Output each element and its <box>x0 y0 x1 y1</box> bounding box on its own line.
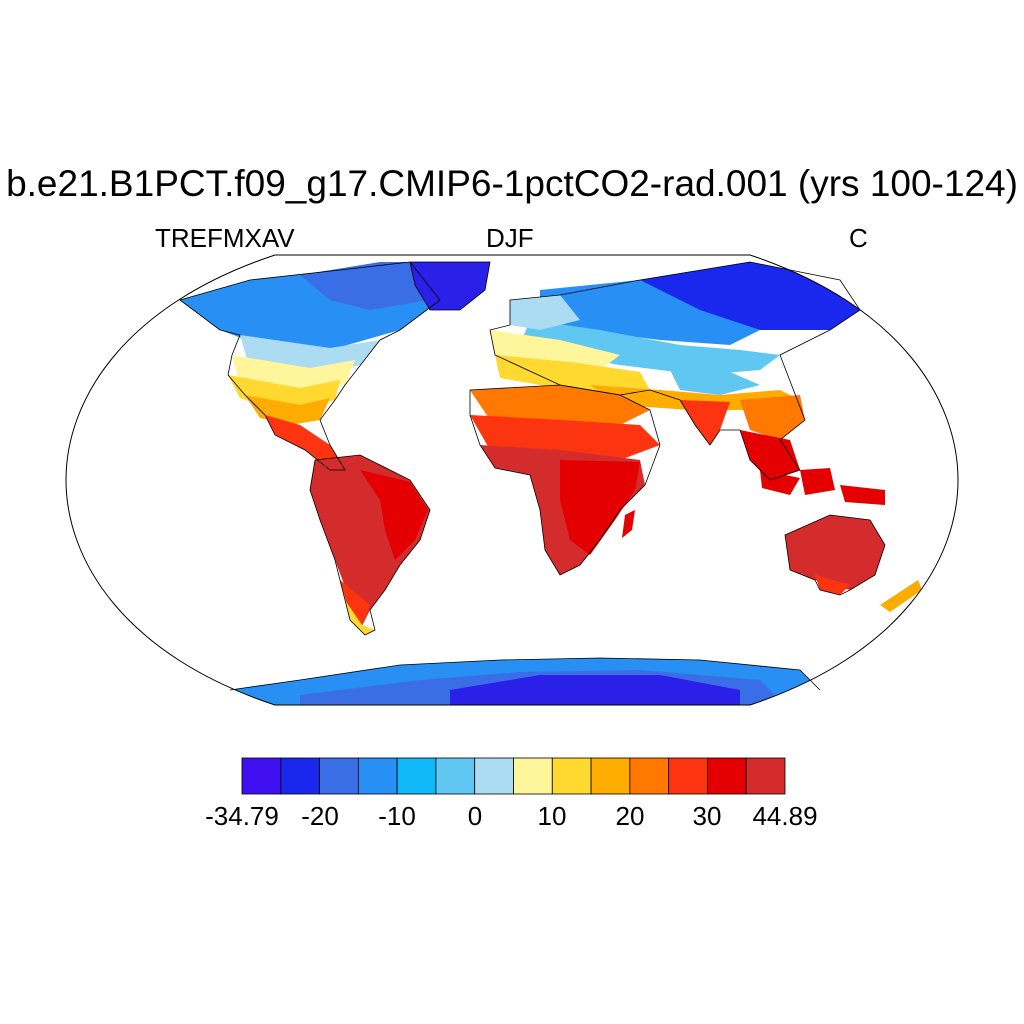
colorbar-tick-label: -20 <box>301 801 339 831</box>
colorbar-tick-label: 0 <box>467 801 483 831</box>
coastline-outlines <box>179 261 886 691</box>
colorbar-min-label: -34.79 <box>205 801 279 831</box>
colorbar-tick-label: 10 <box>537 801 567 831</box>
south-america-south <box>340 580 370 630</box>
southeast-asia <box>740 430 800 480</box>
season-label: DJF <box>486 223 534 253</box>
land-fill-layer <box>180 262 922 705</box>
colorbar-swatch <box>396 757 437 795</box>
colorbar-tick-label: -10 <box>378 801 416 831</box>
globe-outline <box>65 254 959 706</box>
northern-eurasia <box>540 280 760 345</box>
colorbar-tick-label: 30 <box>692 801 722 831</box>
borneo <box>800 468 835 495</box>
madagascar <box>622 510 635 538</box>
colorbar-swatch <box>668 757 708 795</box>
colorbar-swatch <box>707 757 747 795</box>
colorbar-swatch <box>745 757 786 795</box>
australia <box>785 515 885 590</box>
greenland <box>410 262 490 310</box>
variable-label: TREFMXAV <box>155 223 295 253</box>
tibet-cold <box>670 370 760 395</box>
central-america <box>265 415 345 470</box>
east-africa <box>560 460 640 555</box>
arctic-islands <box>300 262 440 310</box>
colorbar-swatch <box>435 757 476 795</box>
indonesia-west <box>760 470 800 495</box>
colorbar-swatch <box>280 757 320 795</box>
colorbar-swatch <box>357 757 398 795</box>
central-eurasia <box>520 320 780 375</box>
colorbar-swatch <box>590 757 631 795</box>
antarctica-plateau <box>450 675 740 705</box>
colorbar-swatch <box>474 757 514 795</box>
east-asia <box>740 395 805 440</box>
colorbar-swatch <box>513 757 553 795</box>
colorbar <box>241 757 786 795</box>
australia-south <box>815 575 850 595</box>
europe-cool <box>510 295 580 330</box>
colorbar-swatch <box>319 757 359 795</box>
colorbar-tick-label: 20 <box>615 801 645 831</box>
colorbar-swatch <box>551 757 592 795</box>
colorbar-swatch <box>241 757 282 795</box>
south-america-east <box>360 470 428 560</box>
middle-east <box>495 355 650 392</box>
colorbar-swatch <box>629 757 670 795</box>
north-africa <box>470 385 650 425</box>
plot-title: b.e21.B1PCT.f09_g17.CMIP6-1pctCO2-rad.00… <box>6 163 1018 204</box>
new-guinea <box>840 485 885 505</box>
colorbar-max-label: 44.89 <box>752 801 818 831</box>
siberia-cold <box>640 262 860 330</box>
units-label: C <box>849 223 868 253</box>
new-zealand <box>880 580 922 612</box>
